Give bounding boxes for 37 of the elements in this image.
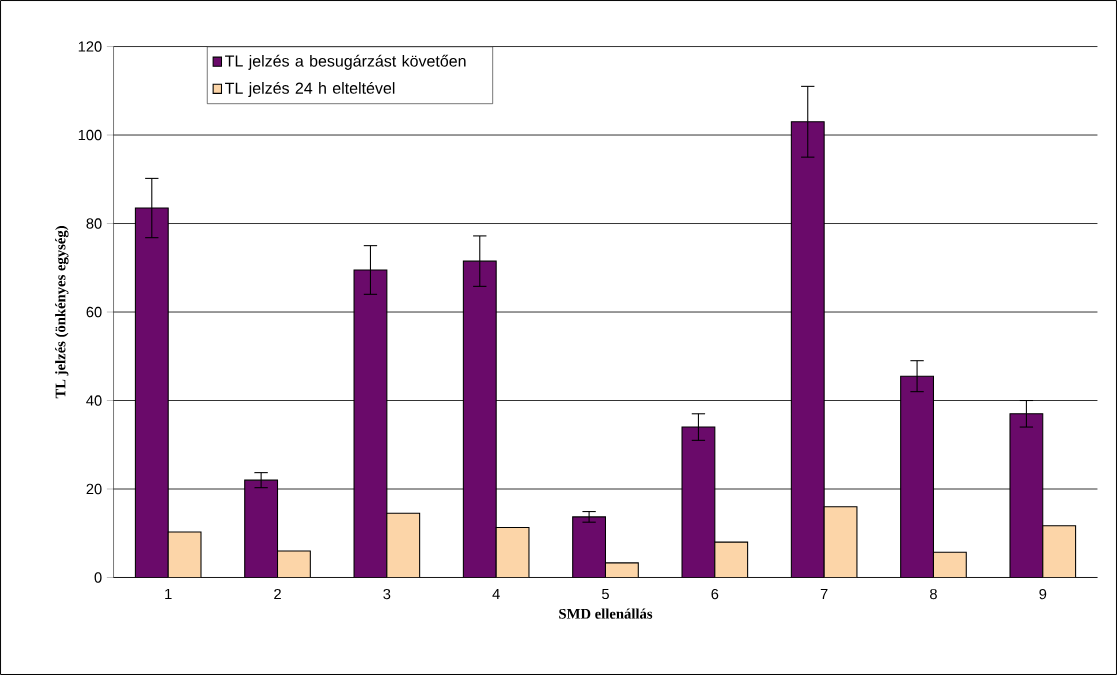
bar xyxy=(932,551,967,578)
bar xyxy=(790,121,825,578)
bar xyxy=(276,550,311,578)
bar xyxy=(386,512,421,578)
x-tick-label: 3 xyxy=(383,588,391,600)
y-tick-label: 60 xyxy=(86,306,102,318)
bar xyxy=(167,531,202,578)
x-tick-label: 1 xyxy=(165,588,172,599)
legend-label: TL jelzés 24 h elteltével xyxy=(225,81,395,98)
legend-label: TL jelzés a besugárzást követően xyxy=(225,54,466,70)
x-tick-label: 5 xyxy=(602,588,609,600)
x-tick-label: 4 xyxy=(492,588,500,599)
x-tick-label: 9 xyxy=(1039,588,1047,600)
bar xyxy=(714,541,749,578)
y-tick-label: 20 xyxy=(86,483,102,495)
y-tick-label: 80 xyxy=(86,218,102,229)
x-tick-label: 7 xyxy=(820,588,828,599)
bar xyxy=(462,260,497,578)
bar xyxy=(353,269,388,578)
y-tick-label: 40 xyxy=(86,395,102,406)
bar xyxy=(681,426,716,578)
x-tick-label: 6 xyxy=(711,588,719,600)
bar xyxy=(134,207,169,578)
bar xyxy=(495,526,530,578)
x-tick-label: 2 xyxy=(274,588,281,600)
bar xyxy=(1009,413,1044,578)
y-axis-title: TL jelzés (önkényes egység) xyxy=(55,226,69,399)
bar xyxy=(900,375,935,578)
bar xyxy=(244,479,279,578)
y-tick-label: 0 xyxy=(94,572,102,583)
x-axis-title: SMD ellenállás xyxy=(559,608,653,619)
bar xyxy=(572,516,607,578)
bar xyxy=(1042,525,1077,578)
bar xyxy=(823,506,858,578)
y-tick-label: 120 xyxy=(78,41,102,52)
y-tick-label: 100 xyxy=(78,129,102,141)
x-tick-label: 8 xyxy=(930,588,937,600)
